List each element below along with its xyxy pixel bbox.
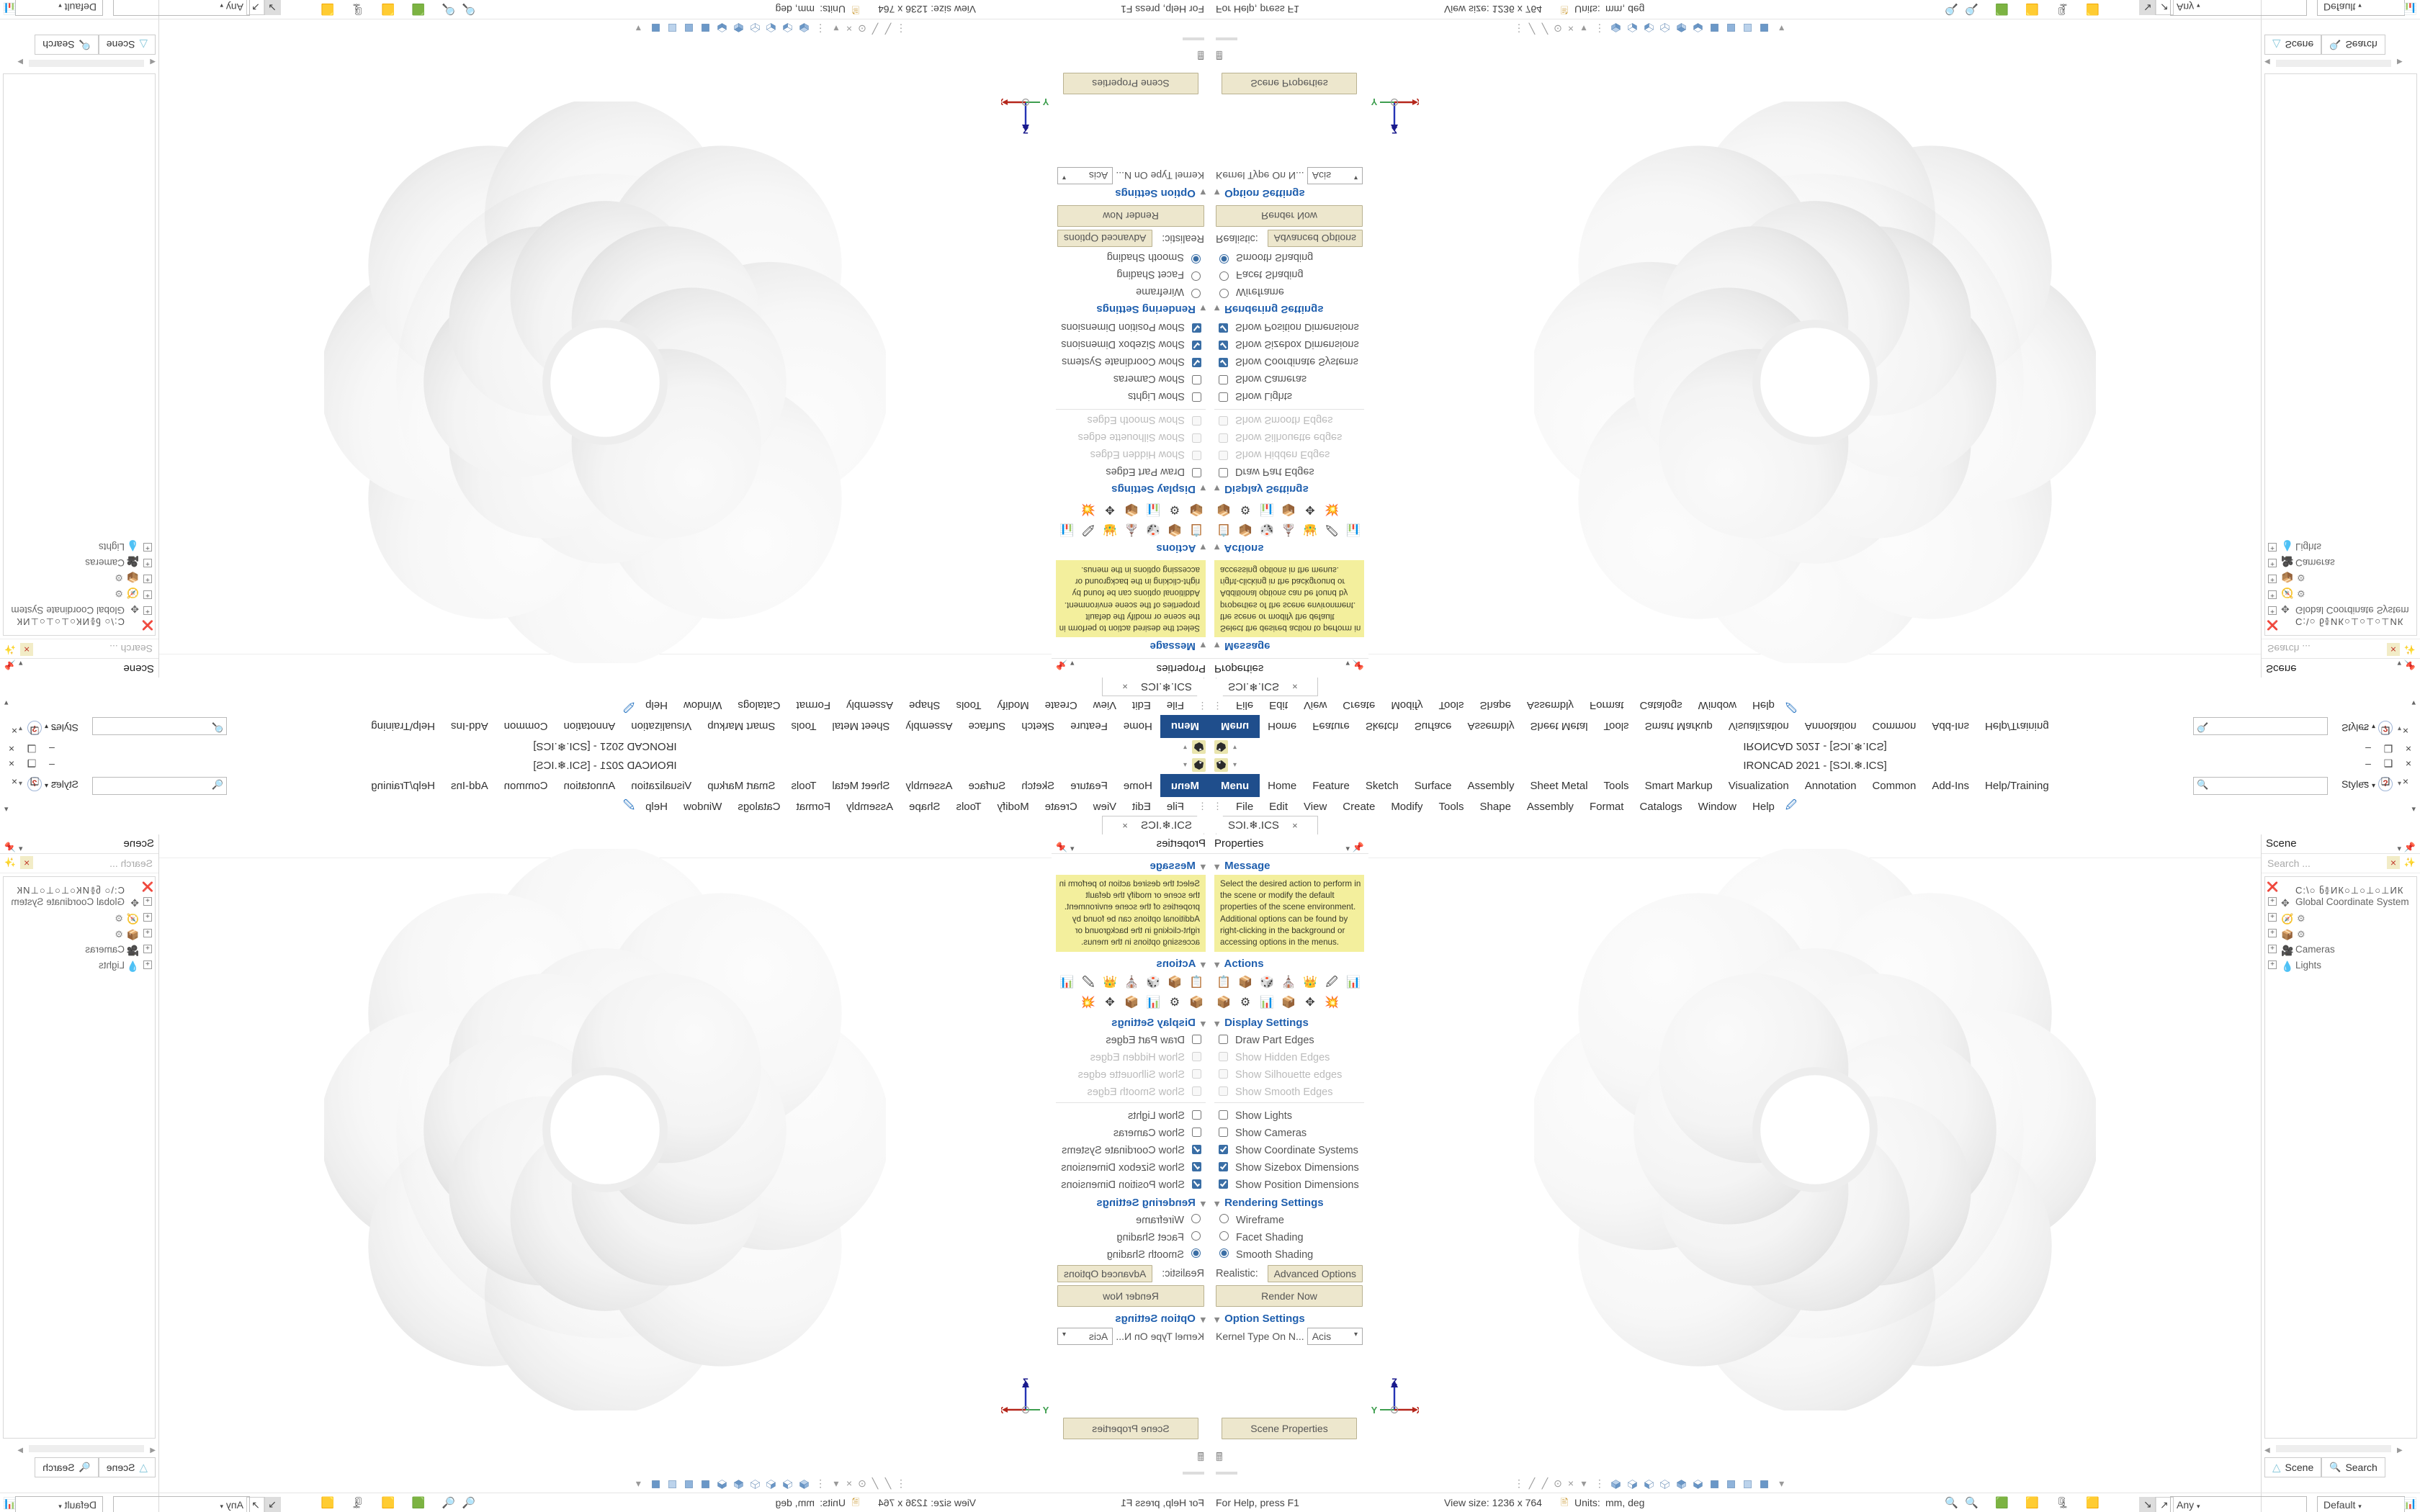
svg-text:X: X <box>1001 96 1003 107</box>
svg-text:X: X <box>1417 96 1419 107</box>
svg-text:Z: Z <box>1392 1378 1397 1387</box>
svg-text:X: X <box>1001 1405 1003 1416</box>
svg-text:Z: Z <box>1023 1378 1028 1387</box>
svg-text:Z: Z <box>1023 125 1028 134</box>
svg-text:X: X <box>1417 1405 1419 1416</box>
svg-text:Y: Y <box>1042 1405 1049 1416</box>
svg-text:Z: Z <box>1392 125 1397 134</box>
svg-text:Y: Y <box>1371 1405 1378 1416</box>
svg-text:Y: Y <box>1371 96 1378 107</box>
svg-text:Y: Y <box>1042 96 1049 107</box>
